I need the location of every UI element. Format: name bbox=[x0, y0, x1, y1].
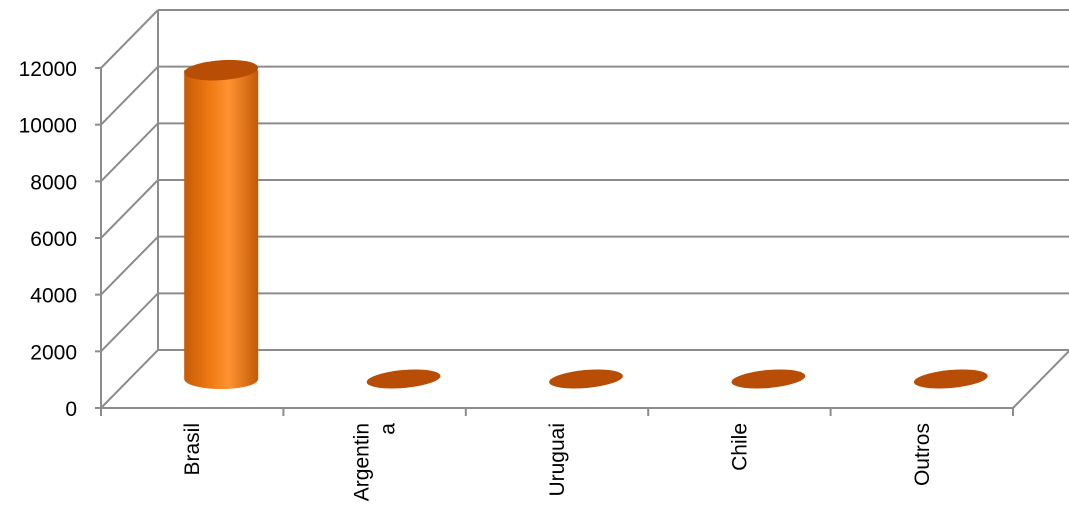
gridline-side bbox=[100, 235, 159, 296]
bar bbox=[366, 369, 441, 389]
bar-body bbox=[184, 70, 259, 390]
gridline-side bbox=[100, 9, 159, 69]
gridline-side bbox=[100, 65, 159, 126]
y-tick-label: 10000 bbox=[19, 115, 77, 138]
bar-top bbox=[184, 59, 259, 81]
y-tick-label: 4000 bbox=[30, 285, 77, 308]
bar-base bbox=[731, 369, 806, 389]
y-tick-label: 12000 bbox=[19, 58, 77, 81]
bar bbox=[184, 59, 259, 390]
x-category-label: Argentin a bbox=[351, 423, 400, 502]
y-tick-label: 0 bbox=[65, 398, 77, 421]
x-category-label: Uruguai bbox=[546, 423, 569, 497]
y-tick-label: 6000 bbox=[30, 228, 77, 251]
gridlines bbox=[100, 9, 1069, 409]
x-axis-categories: Brasil Argentin a Uruguai Chile Outros bbox=[181, 423, 934, 502]
y-tick-label: 8000 bbox=[30, 171, 77, 194]
floor-left-edge bbox=[100, 349, 159, 409]
bar bbox=[731, 369, 806, 389]
bar bbox=[913, 369, 988, 389]
y-tick-label: 2000 bbox=[30, 341, 77, 364]
gridline-side bbox=[100, 179, 159, 239]
gridline-side bbox=[100, 292, 159, 353]
x-category-label: Chile bbox=[728, 423, 751, 471]
y-axis-ticks: 0 2000 4000 6000 8000 10000 12000 bbox=[19, 58, 1014, 421]
x-category-label: Outros bbox=[911, 423, 934, 486]
gridline-side bbox=[100, 122, 159, 183]
bar bbox=[549, 369, 623, 389]
bar-base bbox=[366, 369, 441, 389]
bars bbox=[184, 59, 988, 390]
floor-right-edge bbox=[1012, 349, 1069, 409]
bar-base bbox=[913, 369, 988, 389]
x-category-label: Brasil bbox=[181, 423, 204, 476]
bar-base bbox=[549, 369, 623, 389]
